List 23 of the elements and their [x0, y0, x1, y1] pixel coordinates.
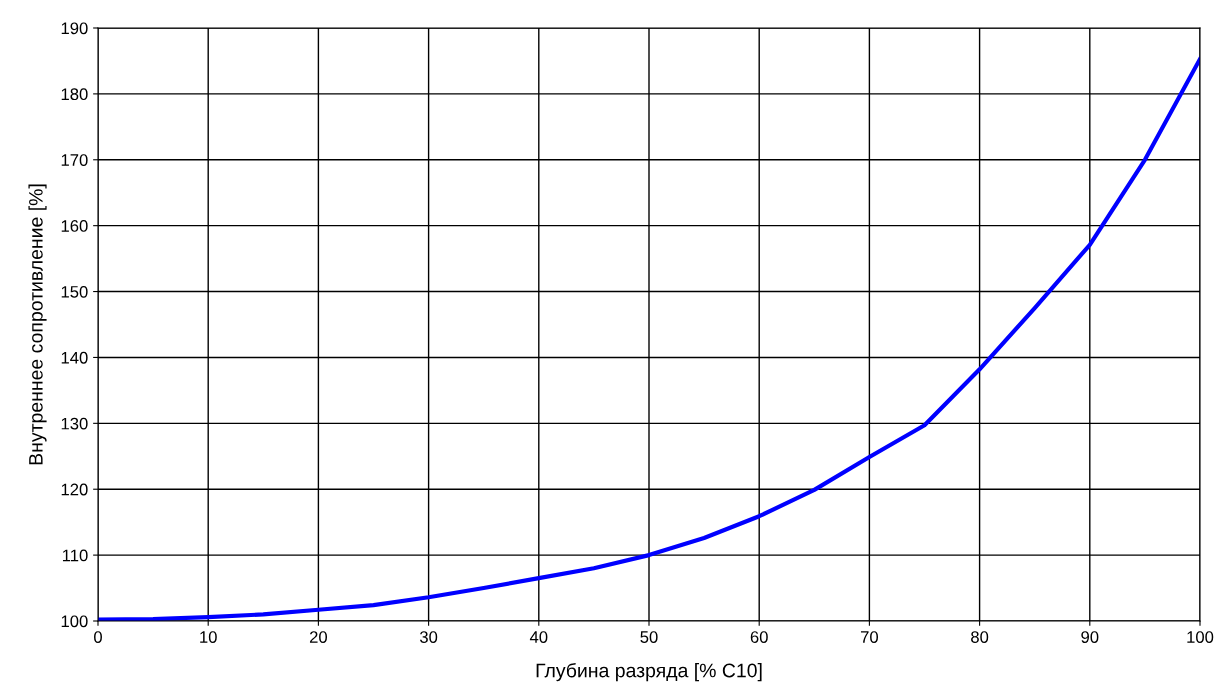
x-tick-label: 10: [200, 631, 217, 643]
x-tick-label: 100: [1187, 631, 1214, 643]
x-tick-label: 50: [640, 631, 658, 643]
y-tick-label: 170: [61, 154, 88, 166]
x-tick-label: 40: [529, 631, 548, 643]
y-tick-label: 100: [61, 615, 88, 628]
x-tick-label: 30: [419, 631, 438, 643]
x-tick-label: 20: [309, 631, 328, 643]
y-tick-label: 140: [61, 351, 88, 364]
y-tick-label: 110: [62, 549, 88, 562]
x-tick-label: 90: [1081, 631, 1099, 643]
x-tick-label: 0: [94, 631, 102, 643]
y-tick-label: 150: [61, 285, 88, 298]
y-axis-title: Внутреннее сопротивление [%]: [28, 184, 47, 465]
x-tick-label: 80: [971, 631, 989, 643]
y-tick-label: 160: [61, 220, 88, 232]
y-tick-label: 130: [61, 417, 88, 430]
y-tick-label: 180: [61, 88, 88, 101]
x-axis-title: Глубина разряда [% C10]: [536, 662, 762, 682]
y-tick-label: 190: [61, 22, 88, 35]
x-tick-label: 70: [860, 631, 879, 643]
x-tick-label: 60: [750, 631, 768, 643]
y-tick-label: 120: [61, 483, 88, 496]
